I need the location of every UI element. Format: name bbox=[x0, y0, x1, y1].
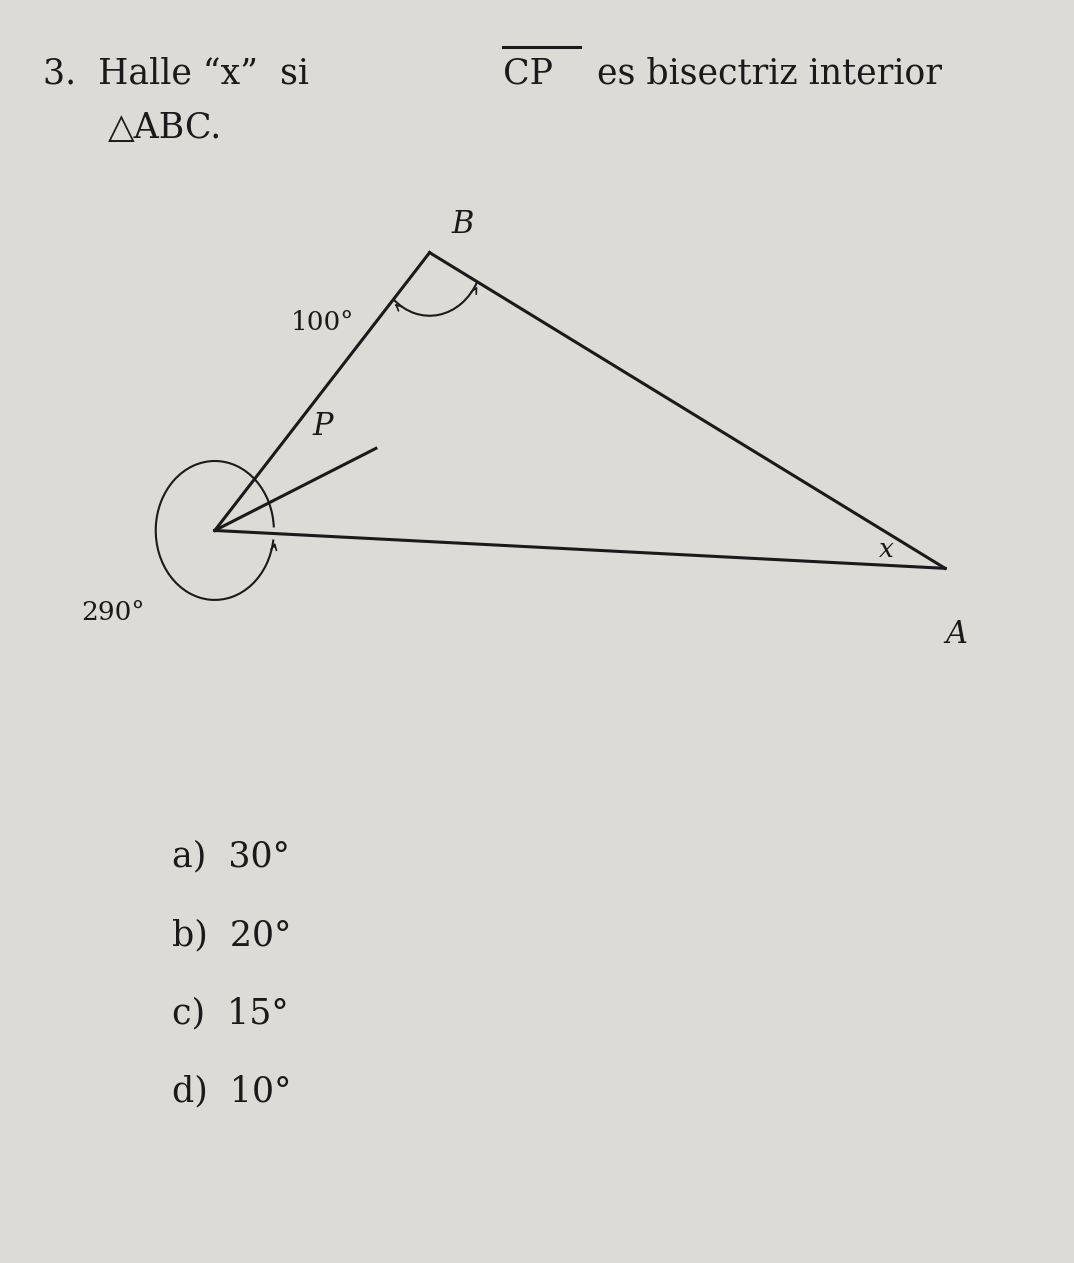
Text: c)  15°: c) 15° bbox=[172, 997, 289, 1031]
Text: △ABC.: △ABC. bbox=[107, 111, 221, 145]
Text: 3.  Halle “x”  si: 3. Halle “x” si bbox=[43, 57, 320, 91]
Text: d)  10°: d) 10° bbox=[172, 1075, 291, 1109]
Text: 100°: 100° bbox=[290, 309, 354, 335]
Text: A: A bbox=[945, 619, 967, 650]
Text: P: P bbox=[313, 410, 333, 442]
Text: CP: CP bbox=[503, 57, 553, 91]
Text: es bisectriz interior: es bisectriz interior bbox=[586, 57, 942, 91]
Text: x: x bbox=[879, 537, 894, 562]
Text: 290°: 290° bbox=[81, 600, 145, 625]
Text: a)  30°: a) 30° bbox=[172, 840, 290, 874]
Text: B: B bbox=[451, 208, 474, 240]
Text: b)  20°: b) 20° bbox=[172, 918, 291, 952]
